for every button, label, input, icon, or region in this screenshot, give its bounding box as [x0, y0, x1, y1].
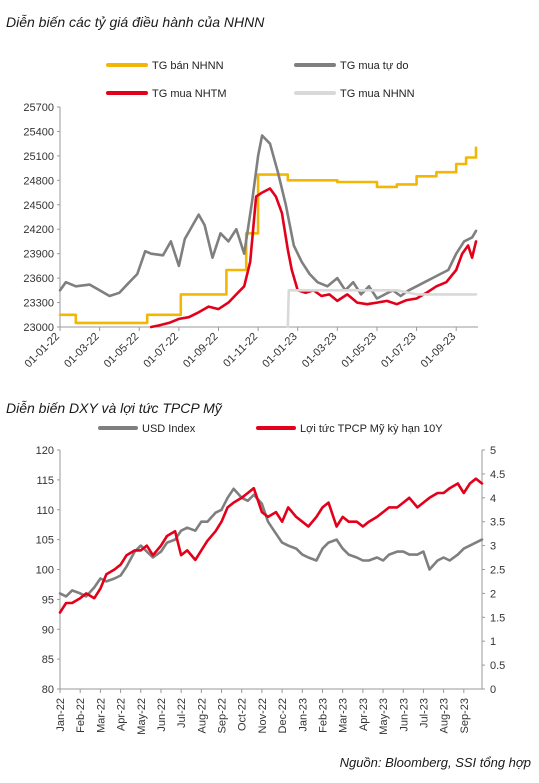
chart1-xtick-label: 01-05-23: [339, 331, 379, 371]
chart2-xtick-label: Jan-23: [297, 698, 309, 732]
chart1-ytick-label: 23300: [23, 298, 54, 310]
chart2-legend-label: Lợi tức TPCP Mỹ kỳ hạn 10Y: [300, 423, 443, 435]
chart2-y2tick-label: 2.5: [490, 565, 505, 577]
chart2-xtick-label: Dec-22: [277, 698, 289, 733]
chart1-title: Diễn biến các tỷ giá điều hành của NHNN: [6, 14, 265, 30]
chart2-legend-label: USD Index: [142, 423, 196, 435]
chart2-y2tick-label: 1.5: [490, 612, 505, 624]
chart1-series-line: [58, 146, 478, 325]
chart2-ytick-label: 120: [36, 445, 54, 457]
chart-dxy-yield: USD Index Lợi tức TPCP Mỹ kỳ hạn 10Y 80 85…: [36, 423, 506, 735]
chart2-y2tick-label: 3.5: [490, 517, 505, 529]
chart2-xtick-label: Aug-23: [439, 698, 451, 733]
chart1-xtick-label: 01-03-22: [62, 331, 102, 371]
chart1-xtick-label: 01-07-22: [141, 331, 181, 371]
chart1-ytick-label: 24800: [23, 175, 54, 187]
chart2-series-line: [58, 477, 484, 614]
chart1-xtick-label: 01-11-22: [221, 331, 260, 370]
chart1-series-line: [286, 289, 478, 329]
chart2-xtick-label: Oct-22: [237, 698, 249, 731]
chart1-legend-label: TG mua NHTM: [152, 88, 227, 100]
chart2-ytick-label: 90: [42, 624, 54, 636]
chart1-xtick-label: 01-01-22: [22, 331, 62, 371]
chart2-series-line: [58, 487, 484, 598]
chart2-ytick-label: 85: [42, 654, 54, 666]
chart2-xtick-label: Feb-23: [317, 698, 329, 733]
chart1-ytick-label: 23000: [23, 322, 54, 334]
chart2-ytick-label: 105: [36, 535, 54, 547]
chart2-ytick-label: 95: [42, 594, 54, 606]
chart2-xtick-label: Feb-22: [75, 698, 87, 733]
chart1-ytick-label: 25700: [23, 102, 54, 114]
chart1-xtick-label: 01-05-22: [102, 331, 142, 371]
chart1-legend: TG bán NHNN TG mua tự do TG mua NHTM TG mua…: [106, 60, 415, 100]
chart2-xtick-label: Jun-22: [156, 698, 168, 732]
chart1-ytick-label: 23600: [23, 273, 54, 285]
chart2-ytick-label: 80: [42, 684, 54, 696]
chart2-xtick-label: Jul-23: [418, 698, 430, 728]
chart2-xtick-label: Jul-22: [176, 698, 188, 728]
chart2-ytick-label: 110: [36, 505, 54, 517]
chart1-ytick-label: 25400: [23, 126, 54, 138]
chart2-xtick-label: Apr-22: [116, 698, 128, 731]
chart2-ytick-label: 100: [36, 565, 54, 577]
chart2-y2tick-label: 3: [490, 541, 496, 553]
chart2-xtick-label: Mar-23: [338, 698, 350, 733]
chart2-xtick-label: Sep-23: [459, 698, 471, 733]
chart1-axes: 23000 23300 23600 23900 24200 24500 24800 25100…: [22, 102, 478, 370]
chart2-y2tick-label: 0.5: [490, 660, 505, 672]
chart2-xtick-label: May-22: [136, 698, 148, 735]
chart1-series: [58, 134, 478, 329]
chart2-xtick-label: Apr-23: [358, 698, 370, 731]
chart1-xtick-label: 01-03-23: [300, 331, 340, 371]
chart1-series-line: [58, 134, 478, 300]
source-note: Nguồn: Bloomberg, SSI tổng hợp: [339, 755, 531, 770]
chart2-y2tick-label: 0: [490, 684, 496, 696]
chart2-xtick-label: Jan-22: [55, 698, 67, 732]
chart2-xtick-label: Mar-22: [95, 698, 107, 733]
chart1-series-line: [149, 187, 478, 329]
chart1-xtick-label: 01-07-23: [379, 331, 419, 371]
chart2-title: Diễn biến DXY và lợi tức TPCP Mỹ: [6, 400, 222, 416]
chart2-xtick-label: May-23: [378, 698, 390, 735]
chart1-legend-label: TG mua NHNN: [340, 88, 415, 100]
chart2-legend: USD Index Lợi tức TPCP Mỹ kỳ hạn 10Y: [98, 423, 443, 435]
chart1-xtick-label: 01-09-22: [181, 331, 221, 371]
chart1-legend-label: TG bán NHNN: [152, 60, 224, 72]
chart2-xtick-label: Sep-22: [217, 698, 229, 733]
chart1-ytick-label: 25100: [23, 151, 54, 163]
chart-exchange-rates: TG bán NHNN TG mua tự do TG mua NHTM TG mua…: [22, 60, 478, 370]
chart1-legend-label: TG mua tự do: [340, 60, 409, 72]
chart2-xtick-label: Jun-23: [398, 698, 410, 732]
chart1-ytick-label: 24200: [23, 224, 54, 236]
chart1-ytick-label: 24500: [23, 200, 54, 212]
chart2-series: [58, 477, 484, 614]
chart2-y2tick-label: 2: [490, 588, 496, 600]
chart2-y2tick-label: 5: [490, 445, 496, 457]
chart2-xtick-label: Nov-22: [257, 698, 269, 733]
chart2-y2tick-label: 4.5: [490, 469, 505, 481]
chart1-xtick-label: 01-01-23: [260, 331, 300, 371]
chart2-y2tick-label: 4: [490, 493, 496, 505]
chart1-xtick-label: 01-09-23: [419, 331, 459, 371]
chart1-ytick-label: 23900: [23, 249, 54, 261]
chart2-axes: 80 85 90 95 100 105 110 115 120 0 0.5 1 1.5 2 2.5 3 3.5 4…: [36, 445, 506, 735]
chart2-ytick-label: 115: [36, 475, 54, 487]
chart2-y2tick-label: 1: [490, 636, 496, 648]
chart2-xtick-label: Aug-22: [196, 698, 208, 733]
